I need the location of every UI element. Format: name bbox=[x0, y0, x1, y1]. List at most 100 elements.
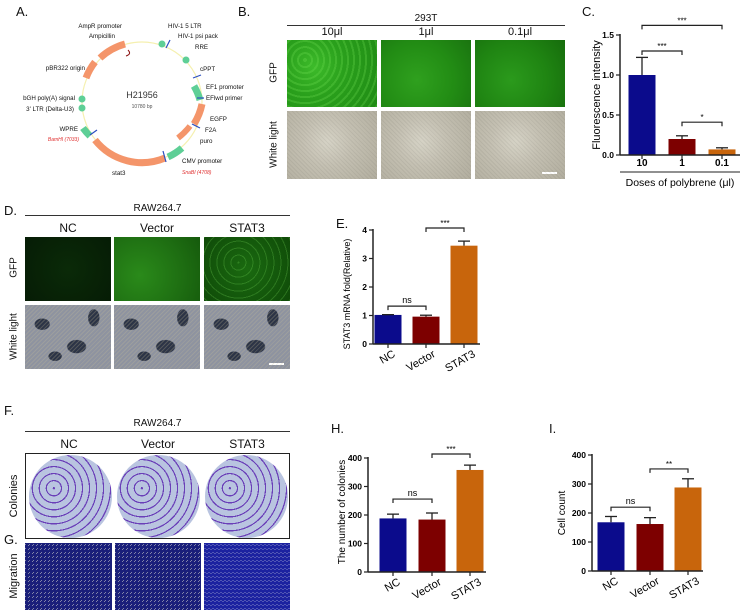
significance-bracket bbox=[392, 498, 433, 504]
column-label: Vector bbox=[139, 221, 175, 235]
y-tick-label: 400 bbox=[348, 453, 362, 463]
bar bbox=[379, 518, 407, 572]
significance-bracket bbox=[610, 506, 651, 512]
migration-image-nc bbox=[25, 543, 112, 610]
colony-dish-stat3 bbox=[205, 455, 288, 538]
site-marker bbox=[162, 150, 167, 163]
significance-label: *** bbox=[446, 445, 455, 454]
significance-bracket bbox=[681, 121, 723, 127]
pbr322-arrow bbox=[82, 59, 98, 80]
colonies-frame bbox=[25, 453, 290, 539]
y-tick-label: 300 bbox=[348, 482, 362, 492]
column-label: NC bbox=[60, 437, 78, 451]
significance-label: ns bbox=[402, 295, 412, 305]
puro-arrow bbox=[176, 124, 193, 141]
y-tick-label: 200 bbox=[572, 508, 586, 518]
significance-label: *** bbox=[657, 42, 666, 51]
gfp-image-vector bbox=[114, 237, 200, 301]
panel-label-g: G. bbox=[4, 532, 18, 547]
white-light-image-1ul bbox=[381, 111, 471, 179]
y-axis-label: The number of colonies bbox=[337, 460, 348, 565]
bar bbox=[456, 469, 484, 572]
feature-label: HIV-1 5 LTR bbox=[168, 23, 202, 30]
white-light-image-stat3 bbox=[204, 305, 290, 369]
plasmid-map: H21956 10780 bp AmpR promoter Ampicillin… bbox=[23, 23, 244, 177]
cmv-promoter-arrow bbox=[166, 145, 185, 161]
category-label: 10 bbox=[636, 158, 648, 169]
panel-label-e: E. bbox=[336, 216, 349, 231]
bgh-mark bbox=[78, 95, 86, 103]
column-label: 10μl bbox=[321, 26, 343, 38]
plasmid-name: H21956 bbox=[126, 90, 158, 100]
bar bbox=[418, 519, 446, 572]
gfp-image-10ul bbox=[287, 40, 377, 107]
y-tick-label: 0 bbox=[362, 339, 367, 349]
colony-dish-vector bbox=[117, 455, 200, 538]
white-light-image-nc bbox=[25, 305, 111, 369]
bar bbox=[628, 75, 656, 155]
significance-label: * bbox=[700, 113, 703, 122]
y-tick-label: 100 bbox=[572, 537, 586, 547]
white-light-image-10ul bbox=[287, 111, 377, 179]
y-tick-label: 0.5 bbox=[602, 110, 614, 120]
panel-label-a: A. bbox=[16, 4, 29, 19]
y-tick-label: 0.0 bbox=[602, 150, 614, 160]
y-tick-label: 300 bbox=[572, 479, 586, 489]
category-label: 0.1 bbox=[715, 158, 729, 169]
feature-label: puro bbox=[200, 138, 213, 145]
plasmid-size: 10780 bp bbox=[132, 104, 153, 110]
migration-image-stat3 bbox=[204, 543, 290, 610]
significance-label: *** bbox=[677, 16, 686, 25]
ef1-promoter-arrow bbox=[190, 84, 204, 102]
site-marker bbox=[191, 123, 201, 129]
feature-label: 3' LTR (Delta-U3) bbox=[26, 106, 74, 113]
feature-label: CMV promoter bbox=[182, 158, 222, 165]
column-label: NC bbox=[59, 221, 77, 235]
feature-label: stat3 bbox=[112, 170, 126, 177]
rre-mark bbox=[182, 56, 190, 64]
significance-bracket bbox=[641, 50, 683, 55]
y-tick-label: 1.0 bbox=[602, 70, 614, 80]
site-marker bbox=[89, 129, 98, 136]
gfp-image-stat3 bbox=[204, 237, 290, 301]
category-label: STAT3 bbox=[449, 576, 483, 603]
feature-label: WPRE bbox=[59, 126, 78, 133]
feature-label: bGH poly(A) signal bbox=[23, 95, 75, 102]
divider bbox=[25, 431, 290, 432]
feature-label: F2A bbox=[205, 127, 217, 134]
y-axis-label: Fluorescence intensity bbox=[591, 40, 603, 150]
bar bbox=[708, 149, 736, 155]
significance-bracket bbox=[425, 227, 465, 233]
significance-label: ns bbox=[626, 496, 636, 506]
y-tick-label: 200 bbox=[348, 510, 362, 520]
gfp-image-0-1ul bbox=[475, 40, 565, 107]
column-label: Vector bbox=[140, 437, 176, 451]
stat3-arrow bbox=[92, 137, 167, 167]
panel-label-h: H. bbox=[331, 421, 344, 436]
category-label: NC bbox=[378, 348, 398, 366]
category-label: STAT3 bbox=[667, 575, 701, 602]
category-label: STAT3 bbox=[443, 348, 477, 375]
y-tick-label: 400 bbox=[572, 450, 586, 460]
significance-label: ns bbox=[408, 488, 418, 498]
bar bbox=[668, 139, 696, 155]
divider bbox=[25, 215, 290, 216]
white-light-image-vector bbox=[114, 305, 200, 369]
hiv-5ltr-mark bbox=[158, 40, 166, 48]
category-label: Vector bbox=[628, 575, 661, 601]
y-tick-label: 1.5 bbox=[602, 30, 614, 40]
wpre-arrow bbox=[80, 125, 93, 139]
panel-label-i: I. bbox=[549, 421, 557, 436]
panel-f-title: RAW264.7 bbox=[133, 418, 182, 429]
divider bbox=[287, 25, 565, 26]
gfp-image-1ul bbox=[381, 40, 471, 107]
significance-label: *** bbox=[440, 219, 449, 228]
feature-label: pBR322 origin bbox=[46, 65, 86, 72]
feature-label: cPPT bbox=[200, 66, 215, 73]
y-tick-label: 0 bbox=[581, 566, 586, 576]
site-marker bbox=[192, 74, 202, 79]
bar bbox=[636, 524, 664, 571]
y-axis-label: Cell count bbox=[557, 491, 568, 536]
significance-bracket bbox=[649, 468, 689, 473]
